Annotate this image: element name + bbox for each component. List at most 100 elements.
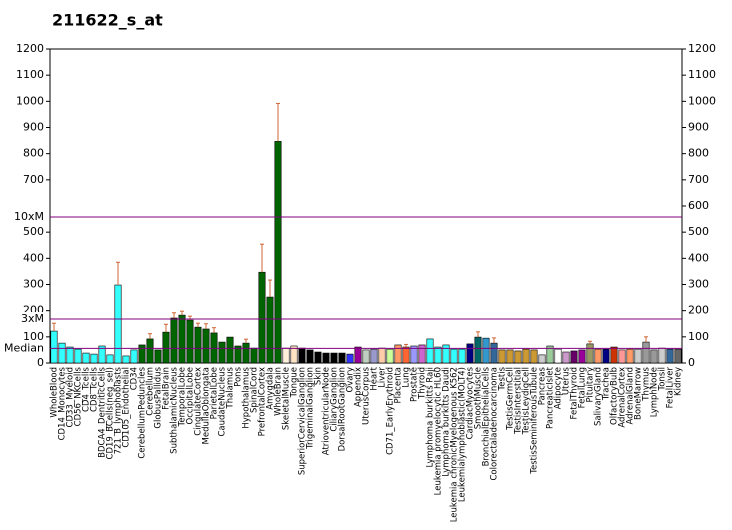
- x-tick-label: Ovary: [346, 367, 356, 392]
- bar: [138, 344, 146, 364]
- bar: [658, 347, 666, 364]
- y-tick-label: 0: [37, 356, 44, 369]
- bar: [482, 337, 490, 364]
- x-tick-label: Lymphoma burkitts Daudi: [442, 367, 452, 477]
- x-tick-label: TrigeminalGanglion: [306, 367, 316, 450]
- x-tick-label: TestisGermCell: [506, 367, 516, 431]
- x-tick-label: Thalamus: [226, 366, 236, 409]
- x-tick-label: Thymus: [642, 366, 652, 401]
- reference-label: 3xM: [21, 312, 44, 325]
- x-tick-label: Thyroid: [418, 367, 428, 400]
- x-tick-label: AdrenalCortex: [618, 367, 628, 428]
- x-tick-label: FetalBrain: [162, 367, 172, 410]
- bar: [58, 342, 66, 364]
- x-tick-label: CD56_NKCells: [74, 366, 84, 426]
- x-tick-label: Prostate: [410, 367, 420, 402]
- bar: [130, 349, 138, 364]
- x-tick-label: GlobusPallidus: [154, 366, 164, 428]
- x-tick-label: CD71_EarlyErythroid: [386, 367, 396, 455]
- bar: [330, 352, 338, 364]
- y2-tick-label: 800: [688, 147, 709, 160]
- x-tick-label: Pancreas: [538, 366, 548, 405]
- x-tick-label: Skin: [314, 367, 324, 385]
- x-tick-label: UterusCorpus: [362, 366, 372, 425]
- bar: [602, 348, 610, 364]
- x-tick-label: FetalLiver: [666, 367, 676, 409]
- x-tick-label: Lung: [402, 367, 412, 388]
- reference-label-bg: [2, 341, 46, 355]
- x-tick-label: Testis: [498, 366, 508, 391]
- bar: [666, 348, 674, 364]
- chart-title: 211622_s_at: [52, 11, 163, 30]
- bar: [114, 284, 122, 364]
- y-tick-label: 300: [23, 278, 44, 291]
- bar: [250, 347, 258, 364]
- bar: [418, 344, 426, 364]
- bar: [314, 351, 322, 364]
- x-tick-label: TemporalLobe: [178, 367, 188, 427]
- bar: [234, 345, 242, 364]
- bar: [490, 342, 498, 364]
- bar: [466, 343, 474, 364]
- bar: [442, 344, 450, 364]
- x-tick-label: ParietalLobe: [210, 367, 220, 419]
- x-tick-label: DorsalRootGanglion: [338, 367, 348, 451]
- x-tick-label: Cerebellum: [146, 367, 156, 416]
- y2-tick-label: 1000: [688, 94, 716, 107]
- x-tick-label: SubthalamicNucleus: [170, 366, 180, 453]
- x-tick-label: CD4_Tcells: [82, 366, 92, 412]
- x-tick-label: SalivaryGland: [594, 367, 604, 426]
- x-tick-label: SmoothMuscle: [474, 367, 484, 429]
- bar: [186, 319, 194, 364]
- x-tick-label: Liver: [378, 367, 388, 388]
- x-tick-label: Uterus: [562, 366, 572, 395]
- bar: [474, 336, 482, 364]
- bar: [282, 347, 290, 364]
- bar: [426, 338, 434, 364]
- x-tick-label: MedullaOblongata: [202, 367, 212, 444]
- bar: [498, 349, 506, 364]
- bar: [586, 343, 594, 364]
- bar: [194, 326, 202, 364]
- bar: [626, 348, 634, 364]
- y-tick-label: 500: [23, 225, 44, 238]
- y-tick-label: 100: [23, 330, 44, 343]
- reference-label: Median: [4, 341, 44, 354]
- y2-tick-label: 300: [688, 278, 709, 291]
- y2-tick-label: 900: [688, 121, 709, 134]
- x-tick-label: 721_B_lymphoblasts: [114, 366, 124, 454]
- y2-tick-label: 400: [688, 251, 709, 264]
- bar: [290, 345, 298, 364]
- x-tick-label: BDCA4_DentriticCells: [98, 366, 108, 457]
- y-tick-label: 800: [23, 147, 44, 160]
- x-tick-label: Pituitary: [586, 367, 596, 402]
- y-tick-label: 1000: [16, 94, 44, 107]
- x-tick-label: CerebellumPeduncles: [138, 366, 148, 458]
- y-tick-label: 900: [23, 121, 44, 134]
- x-tick-label: SkeletalMuscle: [282, 367, 292, 430]
- bar: [610, 346, 618, 364]
- bar: [506, 349, 514, 364]
- y2-tick-label: 600: [688, 199, 709, 212]
- plot-frame: [49, 48, 683, 364]
- y2-tick-label: 500: [688, 225, 709, 238]
- y-tick-label: 700: [23, 173, 44, 186]
- x-tick-label: AdrenalGland: [626, 367, 636, 425]
- bar: [546, 345, 554, 364]
- x-tick-label: CD105_Endothelial: [122, 367, 132, 448]
- x-tick-label: Adipocyte: [554, 367, 564, 409]
- x-tick-label: Tonsil: [658, 367, 668, 392]
- bar: [90, 353, 98, 364]
- bar: [258, 271, 266, 364]
- x-tick-label: TestisInterstitial: [514, 367, 524, 435]
- y-tick-label: 400: [23, 251, 44, 264]
- x-tick-label: Amygdala: [266, 367, 276, 410]
- x-tick-label: CD14_Monocytes: [58, 366, 68, 440]
- x-tick-label: Leukemialymphoblastic(MOLT4): [458, 367, 468, 502]
- bar: [242, 342, 250, 364]
- bar: [266, 296, 274, 364]
- x-tick-label: Hypothalamus: [242, 366, 252, 428]
- x-tick-label: CaudateNucleus: [218, 366, 228, 436]
- bar: [618, 349, 626, 364]
